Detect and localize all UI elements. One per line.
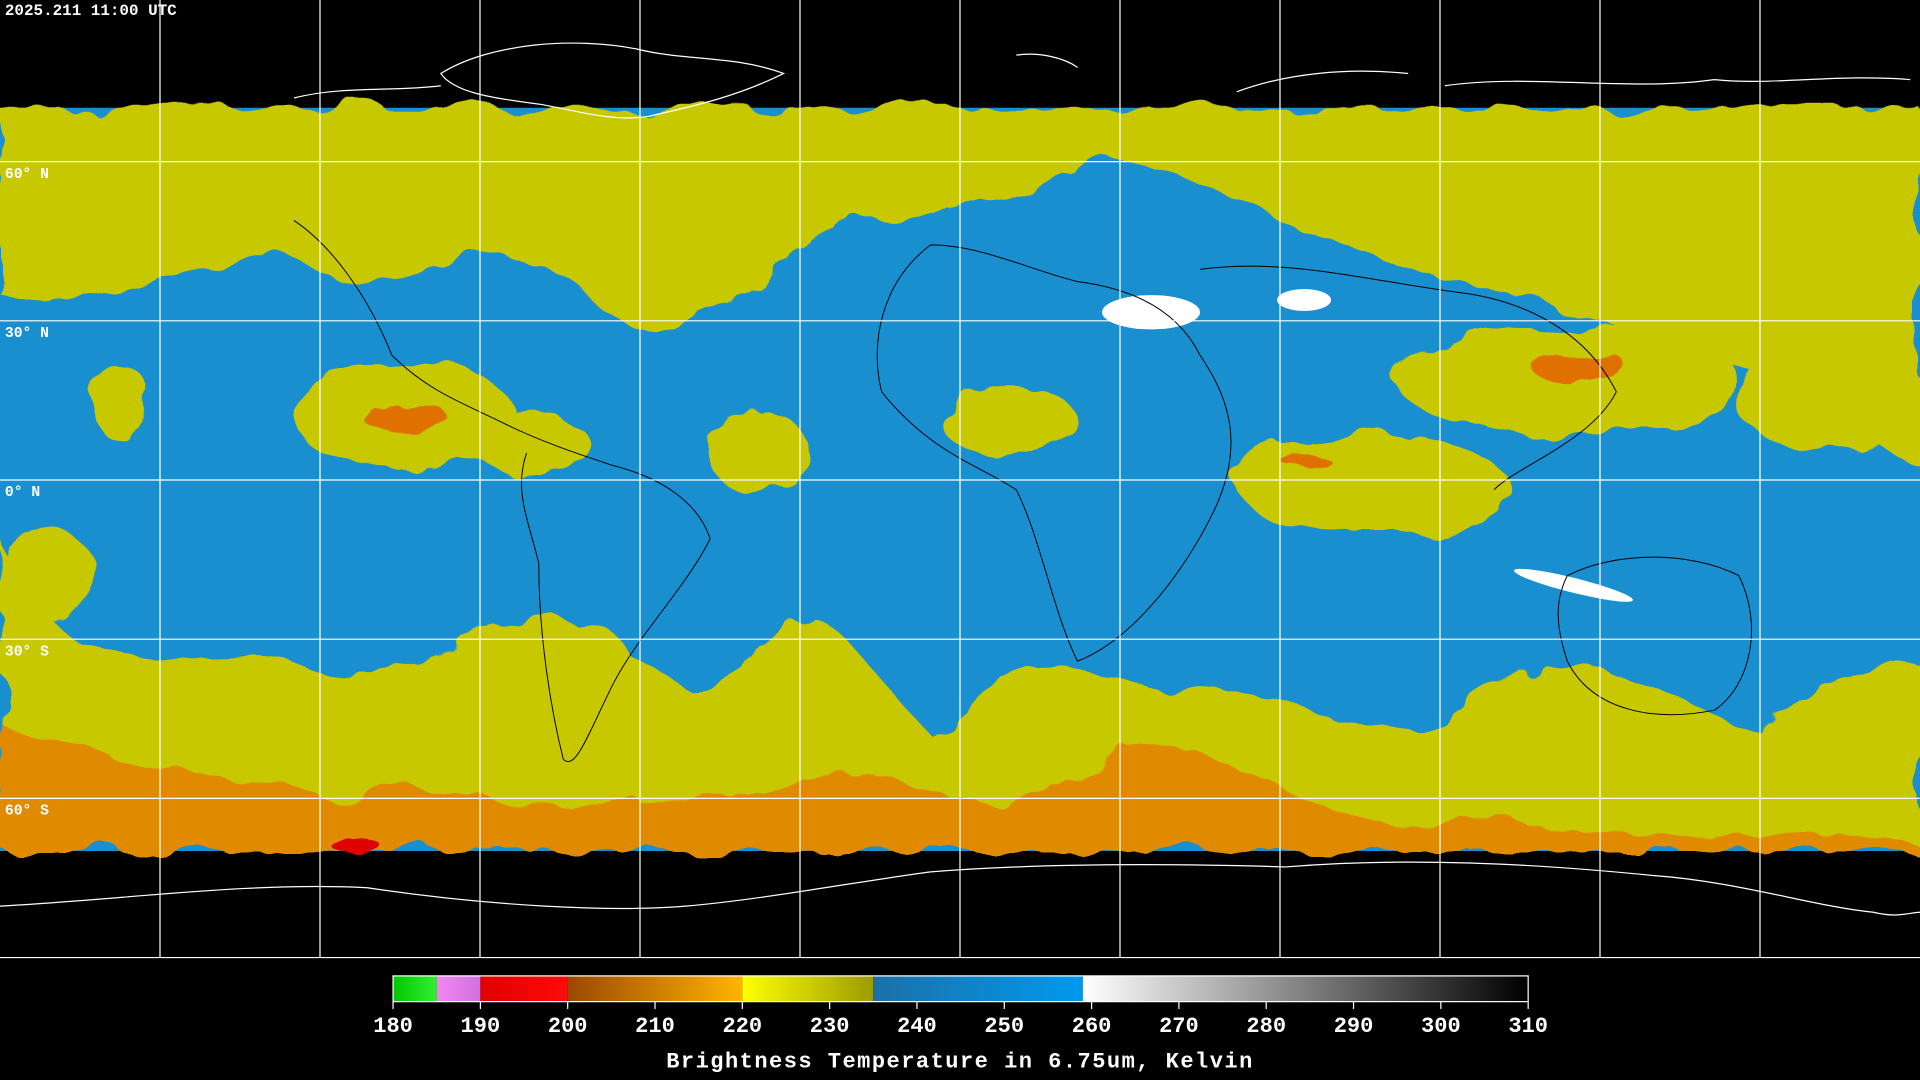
colorbar-tick-label: 290 [1334,1014,1374,1039]
colorbar-tick-label: 280 [1246,1014,1286,1039]
cloud-cluster [942,385,1078,460]
latitude-label: 0° N [5,485,40,501]
colorbar-tick-label: 300 [1421,1014,1461,1039]
colorbar-tick-label: 260 [1072,1014,1112,1039]
americas-outline [293,220,711,762]
latitude-label: 60° S [5,803,49,819]
dry-patch [1102,295,1200,330]
cloud-cluster [710,410,809,496]
colorbar-segment [742,975,874,1002]
arctic-coast [293,53,1911,99]
latitude-label: 60° N [5,167,49,183]
colorbar-tick-label: 230 [810,1014,850,1039]
colorbar-title: Brightness Temperature in 6.75um, Kelvin [666,1049,1254,1074]
colorbar-segment [873,975,1083,1002]
cloud-cluster [1395,324,1739,435]
colorbar-tick-label: 270 [1159,1014,1199,1039]
timestamp: 2025.211 11:00 UTC [5,2,177,20]
cloud-cluster [440,410,588,472]
australia-outline [1557,556,1752,716]
latitude-label: 30° N [5,326,49,342]
colorbar-segment [567,975,743,1002]
cold-top [1530,355,1629,380]
cloud-cluster [1738,355,1920,454]
dry-patch [1514,568,1633,602]
greenland-outline [439,42,786,119]
colorbar-tick-label: 250 [984,1014,1024,1039]
colorbar-tick-label: 180 [373,1014,413,1039]
cold-top [330,837,380,853]
colorbar-tick-label: 240 [897,1014,937,1039]
colorbar-tick-label: 220 [722,1014,762,1039]
colorbar-tick-label: 210 [635,1014,675,1039]
latitude-label: 30° S [5,644,49,660]
antarctic-coast [0,861,1920,916]
cold-top [1285,457,1335,473]
cloud-cluster [0,532,98,619]
colorbar-segment [393,975,437,1002]
dry-patch [1277,288,1332,312]
cloud-cluster [1236,434,1507,533]
colorbar-segment [436,975,481,1002]
africa-eurasia-outline [876,244,1617,662]
colorbar-tick-label: 310 [1508,1014,1548,1039]
colorbar-tick-label: 190 [461,1014,501,1039]
cloud-cluster [538,624,637,747]
cloud-cluster [91,367,154,441]
colorbar-segment [1082,975,1529,1002]
colorbar-frame [392,975,1529,1003]
cold-top [361,401,447,432]
coastlines [0,42,1920,916]
colorbar-segment [480,975,568,1002]
colorbar-tick-label: 200 [548,1014,588,1039]
